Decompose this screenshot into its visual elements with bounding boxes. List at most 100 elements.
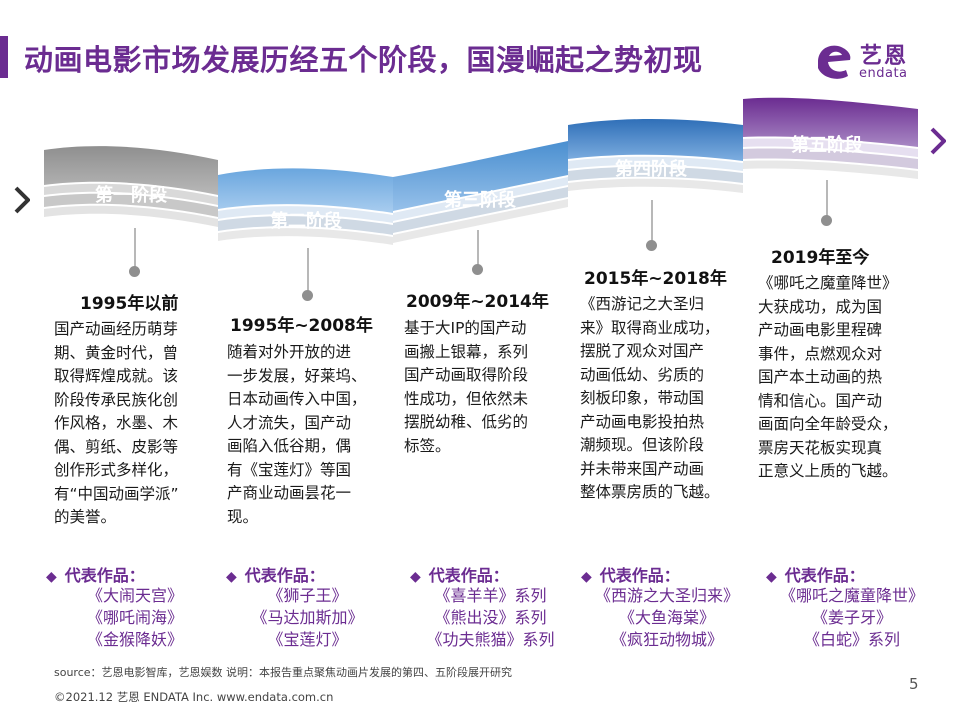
desc-line: 创作形式多样化， <box>54 461 179 479</box>
work-title: 《大鱼海棠》 <box>618 608 715 627</box>
stage-3-rep-header: ◆ 代表作品： <box>410 562 509 586</box>
work-title: 《哪吒闹海》 <box>86 608 183 627</box>
stage-5-pin-dot <box>821 215 832 226</box>
logo-text-cn: 艺恩 <box>860 44 909 69</box>
diamond-bullet-icon: ◆ <box>766 569 777 585</box>
desc-line: 画陷入低谷期，偶 <box>227 437 352 455</box>
stage-2-rep-header: ◆ 代表作品： <box>226 562 325 586</box>
diamond-bullet-icon: ◆ <box>410 569 421 585</box>
rep-label: 代表作品： <box>784 566 865 585</box>
endata-logo-icon <box>818 45 851 79</box>
stage-5-description: 《哪吒之魔童降世》 大获成功，成为国 产动画电影里程碑 事件，点燃观众对 国产本… <box>758 272 898 484</box>
work-title: 《白蛇》系列 <box>803 630 900 649</box>
stage-3-period: 2009年~2014年 <box>406 292 549 312</box>
desc-line: 标签。 <box>404 436 451 455</box>
desc-line: 画面向全年龄受众， <box>758 415 898 433</box>
ribbon-stage-5 <box>743 97 918 179</box>
desc-line: 票房天花板实现真 <box>758 438 883 457</box>
desc-line: 日本动画传入中国， <box>227 390 367 408</box>
desc-line: 刻板印象，带动国 <box>580 389 705 407</box>
work-title: 《功夫熊猫》系列 <box>426 630 555 649</box>
desc-line: 动画低幼、劣质的 <box>580 365 705 384</box>
desc-line: 基于大IP的国产动 <box>404 319 527 337</box>
desc-line: 情和信心。国产动 <box>758 391 883 410</box>
desc-line: 摆脱了观众对国产 <box>580 342 705 360</box>
desc-line: 产动画电影里程碑 <box>758 321 883 339</box>
ribbon-stage-3 <box>393 141 568 243</box>
stage-2-label: 第二阶段 <box>270 211 342 232</box>
stage-5-pin-line <box>826 180 828 220</box>
desc-line: 整体票房质的飞越。 <box>580 483 720 501</box>
work-title: 《喜羊羊》系列 <box>434 586 547 605</box>
desc-line: 人才流失，国产动 <box>227 413 352 432</box>
stage-5-rep-header: ◆ 代表作品： <box>766 562 865 586</box>
stage-5-label: 第五阶段 <box>791 135 863 156</box>
desc-line: 《西游记之大圣归 <box>580 295 705 313</box>
stage-2-period: 1995年~2008年 <box>230 316 373 336</box>
work-title: 《西游之大圣归来》 <box>594 586 739 605</box>
desc-line: 产商业动画昙花一 <box>227 484 352 502</box>
rep-label: 代表作品： <box>428 566 509 585</box>
logo-text-en: endata <box>859 66 908 81</box>
stage-1-pin-line <box>134 228 136 270</box>
stage-2-works: 《狮子王》 《马达加斯加》 《宝莲灯》 <box>220 585 395 651</box>
desc-line: 画搬上银幕，系列 <box>404 342 529 361</box>
ribbon-stage-4 <box>568 119 743 193</box>
desc-line: 来》取得商业成功， <box>580 318 720 337</box>
stage-1-label: 第一阶段 <box>95 185 167 206</box>
timeline-end-arrow-icon <box>930 127 946 155</box>
stage-3-pin-line <box>477 230 479 268</box>
work-title: 《哪吒之魔童降世》 <box>779 586 924 605</box>
desc-line: 国产本土动画的热 <box>758 368 883 386</box>
stage-1-description: 国产动画经历萌芽 期、黄金时代，曾 取得辉煌成就。该 阶段传承民族化创 作风格，… <box>54 318 179 530</box>
desc-line: 偶、剪纸、皮影等 <box>54 437 179 456</box>
stage-2-pin-dot <box>302 290 313 301</box>
stage-1-period: 1995年以前 <box>80 294 179 314</box>
desc-line: 《哪吒之魔童降世》 <box>758 274 898 292</box>
stage-4-rep-header: ◆ 代表作品： <box>581 562 680 586</box>
page-number: 5 <box>909 675 919 693</box>
desc-line: 正意义上质的飞越。 <box>758 462 898 480</box>
stage-2-description: 随着对外开放的进 一步发展，好莱坞、 日本动画传入中国， 人才流失，国产动 画陷… <box>227 341 367 529</box>
stage-5-works: 《哪吒之魔童降世》 《姜子牙》 《白蛇》系列 <box>762 585 942 651</box>
work-title: 《疯狂动物城》 <box>610 630 723 649</box>
stage-4-works: 《西游之大圣归来》 《大鱼海棠》 《疯狂动物城》 <box>577 585 757 651</box>
stage-3-works: 《喜羊羊》系列 《熊出没》系列 《功夫熊猫》系列 <box>403 585 578 651</box>
stage-4-label: 第四阶段 <box>615 159 687 180</box>
desc-line: 有《宝莲灯》等国 <box>227 460 352 479</box>
desc-line: 期、黄金时代，曾 <box>54 343 179 362</box>
timeline-start-arrow-icon <box>14 186 30 214</box>
stage-2-pin-line <box>307 248 309 294</box>
diamond-bullet-icon: ◆ <box>46 569 57 585</box>
stage-4-pin-line <box>651 200 653 244</box>
stage-ribbons <box>44 97 918 245</box>
diamond-bullet-icon: ◆ <box>226 569 237 585</box>
desc-line: 产动画电影投拍热 <box>580 412 705 431</box>
work-title: 《马达加斯加》 <box>251 608 364 627</box>
rep-label: 代表作品： <box>244 566 325 585</box>
desc-line: 潮频现。但该阶段 <box>580 436 705 454</box>
ribbon-stage-1 <box>44 146 218 227</box>
endata-logo: 艺恩 endata <box>812 38 932 88</box>
stage-1-works: 《大闹天宫》 《哪吒闹海》 《金猴降妖》 <box>50 585 220 651</box>
stage-3-label: 第三阶段 <box>444 190 516 211</box>
title-accent-bar <box>0 36 8 78</box>
desc-line: 摆脱幼稚、低劣的 <box>404 413 529 431</box>
footer-copyright: ©2021.12 艺恩 ENDATA Inc. www.endata.com.c… <box>54 690 334 704</box>
desc-line: 作风格，水墨、木 <box>54 414 179 432</box>
work-title: 《熊出没》系列 <box>434 608 547 627</box>
stage-3-pin-dot <box>472 264 483 275</box>
stage-1-pin-dot <box>129 266 140 277</box>
work-title: 《狮子王》 <box>267 586 348 605</box>
work-title: 《姜子牙》 <box>811 608 892 627</box>
desc-line: 阶段传承民族化创 <box>54 390 179 409</box>
desc-line: 国产动画取得阶段 <box>404 366 529 384</box>
ribbon-stage-2 <box>218 168 393 245</box>
stage-5-period: 2019年至今 <box>771 248 870 268</box>
desc-line: 事件，点燃观众对 <box>758 344 883 363</box>
rep-label: 代表作品： <box>64 566 145 585</box>
stage-1-rep-header: ◆ 代表作品： <box>46 562 145 586</box>
rep-label: 代表作品： <box>599 566 680 585</box>
stage-4-pin-dot <box>646 240 657 251</box>
desc-line: 有“中国动画学派” <box>54 484 179 503</box>
